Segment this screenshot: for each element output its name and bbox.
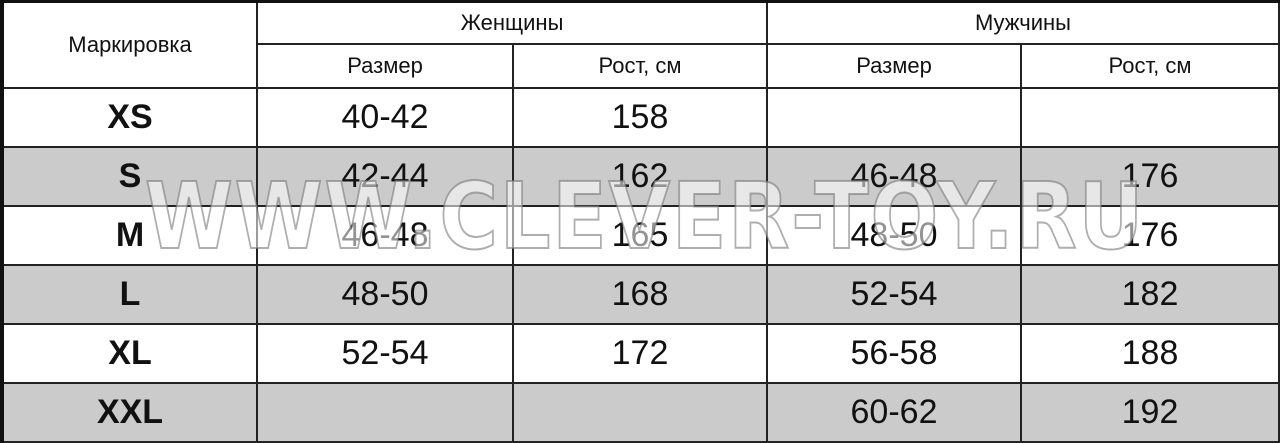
men-size-cell <box>766 87 1022 148</box>
women-size-cell: 46-48 <box>256 205 514 266</box>
men-height-cell: 176 <box>1020 146 1280 207</box>
women-height-cell: 162 <box>512 146 768 207</box>
mark-cell: XXL <box>1 382 258 443</box>
mark-cell: M <box>1 205 258 266</box>
women-height-cell <box>512 382 768 443</box>
men-height-cell: 182 <box>1020 264 1280 325</box>
header-women-height: Рост, см <box>512 43 768 89</box>
header-men-size: Размер <box>766 43 1022 89</box>
table-row: S 42-44 162 46-48 176 <box>1 146 1280 207</box>
men-height-cell: 188 <box>1020 323 1280 384</box>
header-men: Мужчины <box>766 0 1280 45</box>
table-row: XL 52-54 172 56-58 188 <box>1 323 1280 384</box>
men-size-cell: 60-62 <box>766 382 1022 443</box>
women-height-cell: 165 <box>512 205 768 266</box>
mark-cell: XL <box>1 323 258 384</box>
men-height-cell: 176 <box>1020 205 1280 266</box>
women-size-cell: 40-42 <box>256 87 514 148</box>
mark-cell: L <box>1 264 258 325</box>
men-size-cell: 52-54 <box>766 264 1022 325</box>
mark-cell: XS <box>1 87 258 148</box>
mark-cell: S <box>1 146 258 207</box>
men-size-cell: 46-48 <box>766 146 1022 207</box>
table-row: XS 40-42 158 <box>1 87 1280 148</box>
women-height-cell: 158 <box>512 87 768 148</box>
women-size-cell: 42-44 <box>256 146 514 207</box>
women-height-cell: 172 <box>512 323 768 384</box>
men-height-cell: 192 <box>1020 382 1280 443</box>
header-men-height: Рост, см <box>1020 43 1280 89</box>
men-size-cell: 48-50 <box>766 205 1022 266</box>
header-marking: Маркировка <box>1 0 258 89</box>
table-row: L 48-50 168 52-54 182 <box>1 264 1280 325</box>
women-size-cell: 48-50 <box>256 264 514 325</box>
men-size-cell: 56-58 <box>766 323 1022 384</box>
women-size-cell <box>256 382 514 443</box>
women-height-cell: 168 <box>512 264 768 325</box>
table-row: M 46-48 165 48-50 176 <box>1 205 1280 266</box>
women-size-cell: 52-54 <box>256 323 514 384</box>
men-height-cell <box>1020 87 1280 148</box>
header-women-size: Размер <box>256 43 514 89</box>
table-row: XXL 60-62 192 <box>1 382 1280 443</box>
header-women: Женщины <box>256 0 768 45</box>
